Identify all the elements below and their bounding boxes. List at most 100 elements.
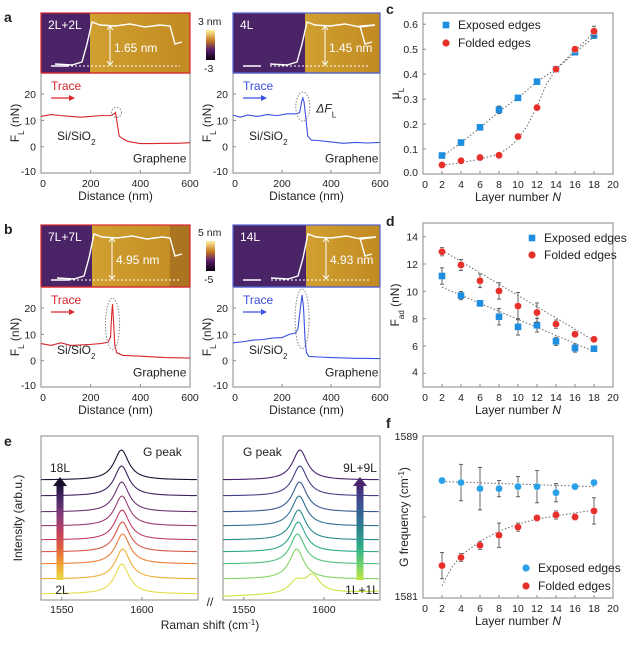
x-axis-title-part: N [552,190,561,204]
delta-fl-annotation-part: ΔF [315,101,332,115]
x-axis-title: Distance (nm) [78,403,153,417]
y-axis-title-part: F [200,349,214,356]
y-axis-title-part: F [200,135,214,142]
x-tick-label: 4 [458,179,464,191]
y-tick-label-part: 6 [412,341,418,353]
x-tick-label-part: 0 [232,178,238,190]
data-point-0 [533,321,541,329]
x-axis-title-part: Distance (nm) [269,403,344,417]
x-tick-label: 200 [273,178,291,190]
x-tick-label: 8 [496,179,502,191]
bottom-layer-label: 2L [55,583,69,597]
y-tick-label-part: 10 [216,115,228,127]
x-tick-label-part: 400 [132,178,150,190]
raman-spectrum [222,465,379,497]
y-tick-label-part: 8 [412,314,418,326]
y-tick-label: 20 [216,303,228,315]
y-axis-title: μL [388,87,406,99]
panel-label-c: c [386,1,394,17]
x-tick-label-part: 16 [569,392,581,404]
legend-label: Exposed edges [458,18,541,32]
colorbar-max: 5 nm [198,227,222,239]
x-axis-title-part: Layer number [475,614,552,628]
data-point-0 [476,124,484,131]
x-tick-label-part: 12 [531,392,543,404]
x-axis-title-part: Raman shift (cm [161,618,248,632]
data-point-1 [552,511,560,519]
x-tick-label: 2 [439,392,445,404]
x-tick-label: 0 [40,392,46,404]
raman-spectrum [40,548,197,580]
step-height-label-part: 4.93 nm [330,253,373,267]
data-point-1 [571,45,579,53]
x-tick-label-part: 0 [232,392,238,404]
x-tick-label: 12 [531,179,543,191]
afm-substrate-region [41,13,90,73]
afm-image-1 [40,12,191,74]
legend-label: Folded edges [544,248,617,262]
y-tick-label-part: 20 [24,303,36,315]
x-tick-label: 14 [550,179,562,191]
plot-frame [40,435,199,601]
fit-line [441,286,595,352]
trace-arrow-head [69,95,75,101]
afm-image-2 [232,12,381,74]
y-axis-title-part: ad [397,310,406,319]
y-tick-label: 10 [406,286,418,298]
afm-label: 7L+7L [48,230,82,244]
legend-label-part: Folded edges [544,248,617,262]
trace-label: Trace [51,79,82,93]
x-tick-label: 1600 [130,604,154,616]
data-point-0 [476,484,484,493]
y-tick-label-part: 12 [406,259,418,271]
x-tick-label-part: 400 [322,178,340,190]
y-tick-label-part: 10 [24,329,36,341]
graphene-label: Graphene [325,365,379,379]
panel-label-a: a [4,9,12,25]
y-tick-label: 12 [406,259,418,271]
afm-edge-region [170,225,190,287]
peak-highlight-ellipse [295,91,311,122]
data-point-1 [590,335,598,344]
y-tick-label: 0.3 [403,94,418,106]
x-tick-label-part: 0 [40,178,46,190]
y-axis-title: G frequency (cm-1) [397,467,412,567]
graphene-label-part: Graphene [133,365,187,379]
y-axis-title-part: (nN) [8,318,22,345]
raman-spectrum [40,533,197,565]
x-axis-title-part: Distance (nm) [269,189,344,203]
y-axis-title: FL (nN) [200,104,218,142]
colorbar-max: 3 nm [198,16,222,28]
y-axis-title: FL (nN) [8,104,26,142]
y-tick-label: 10 [24,329,36,341]
y-tick-label-part: -10 [213,166,228,178]
trace-label-part: Trace [243,79,274,93]
x-tick-label: 400 [322,392,340,404]
trace-arrow-head [261,309,267,315]
y-axis-title-part: μ [388,92,402,99]
x-tick-label-part: 400 [132,392,150,404]
x-tick-label-part: 4 [458,179,464,191]
y-tick-label: 0.0 [403,167,418,179]
x-axis-title-part: Distance (nm) [78,403,153,417]
x-tick-label: 14 [550,603,562,615]
afm-image-3 [40,224,191,288]
y-axis-title-part: -1 [397,471,406,479]
y-tick-label: 0 [30,356,36,368]
y-tick-label-part: 20 [216,89,228,101]
x-tick-label-part: 200 [273,178,291,190]
arrow-heads [322,237,330,280]
data-point-0 [571,344,579,352]
legend-marker [528,251,536,259]
x-tick-label: 200 [82,178,100,190]
trace-label: Trace [243,293,274,307]
x-tick-label-part: 600 [181,178,199,190]
data-point-0 [552,338,560,345]
y-axis-title: Fad (nN) [388,284,406,327]
y-tick-label-part: 0.6 [403,19,418,31]
raman-spectrum [222,481,379,513]
step-height-label-part: 1.65 nm [114,41,157,55]
x-axis-title-part: N [552,614,561,628]
graphene-label: Graphene [325,151,379,165]
